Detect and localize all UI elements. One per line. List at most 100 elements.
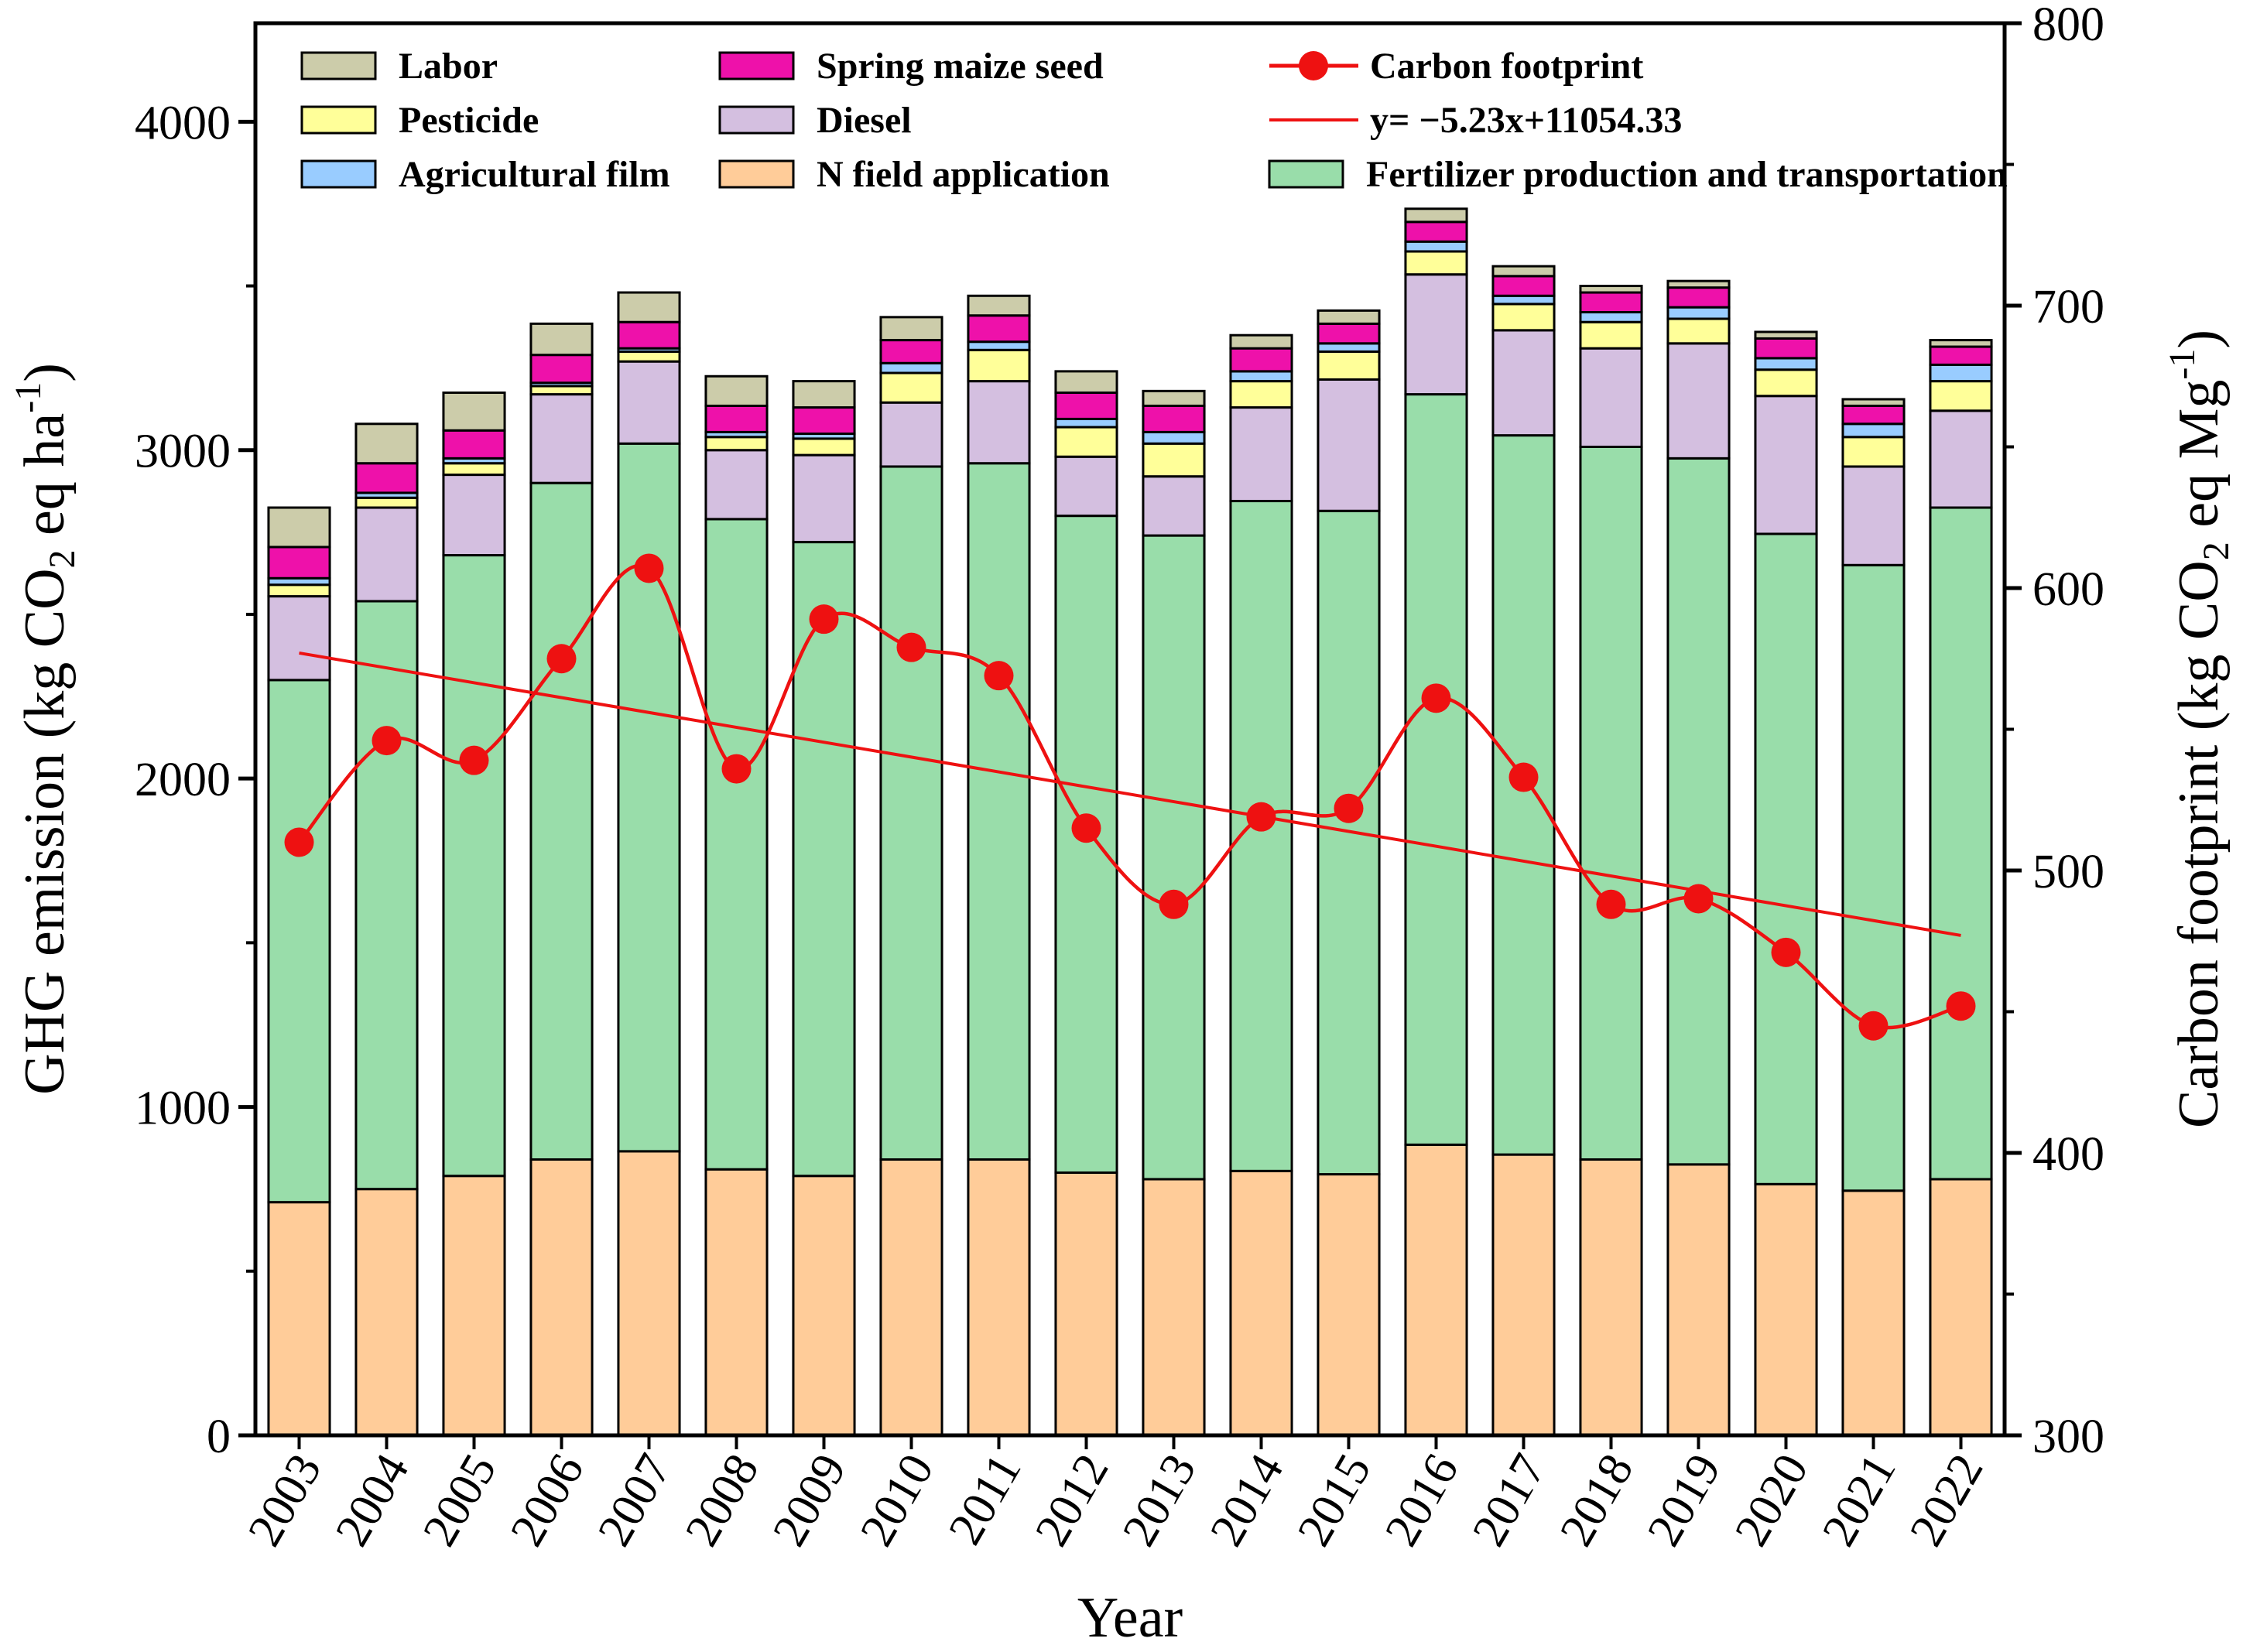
bar-diesel-2011	[967, 380, 1031, 465]
carbon-footprint-point-2008	[721, 754, 752, 784]
bar-diesel-2004	[354, 506, 419, 603]
x-axis-title: Year	[1077, 1586, 1183, 1650]
carbon-footprint-point-2003	[284, 827, 314, 857]
legend-swatch-agricultural-film	[300, 159, 377, 189]
x-tick-label-2007: 2007	[588, 1445, 682, 1555]
bar-agricultural-film-2018	[1579, 310, 1643, 323]
bar-n-field-application-2008	[704, 1168, 769, 1437]
y-axis-title-sub: 2	[42, 549, 83, 568]
bar-pesticide-2017	[1491, 303, 1556, 332]
bar-fertilizer-production-and-transportation-2012	[1054, 515, 1118, 1174]
x-tick-label-2006: 2006	[501, 1445, 594, 1555]
bar-n-field-application-2013	[1142, 1178, 1206, 1437]
bar-diesel-2016	[1404, 273, 1468, 396]
bar-agricultural-film-2022	[1929, 363, 1993, 383]
x-tick-label-2020: 2020	[1725, 1445, 1819, 1555]
bar-n-field-application-2006	[529, 1158, 594, 1437]
legend-swatch-diesel	[718, 105, 795, 135]
bar-diesel-2003	[267, 595, 331, 682]
bar-pesticide-2009	[792, 437, 856, 457]
legend-swatch-n-field-application	[718, 159, 795, 189]
bar-n-field-application-2009	[792, 1175, 856, 1437]
bar-diesel-2008	[704, 449, 769, 521]
legend-swatch-labor	[300, 51, 377, 80]
bar-spring-maize-seed-2015	[1317, 322, 1381, 345]
bar-spring-maize-seed-2014	[1229, 347, 1293, 373]
bar-pesticide-2018	[1579, 320, 1643, 350]
legend-label-diesel: Diesel	[817, 100, 912, 141]
bar-diesel-2014	[1229, 406, 1293, 503]
bar-agricultural-film-2021	[1841, 422, 1906, 439]
bar-n-field-application-2012	[1054, 1171, 1118, 1437]
legend-swatch-spring-maize-seed	[718, 51, 795, 80]
x-tick-label-2015: 2015	[1288, 1445, 1382, 1555]
bar-n-field-application-2003	[267, 1201, 331, 1437]
y-axis-title-suffix: )	[13, 363, 77, 382]
bar-pesticide-2005	[442, 462, 506, 477]
y-axis-title-prefix: GHG emission (kg CO	[13, 568, 77, 1094]
x-tick-label-2003: 2003	[238, 1445, 332, 1555]
bar-pesticide-2014	[1229, 380, 1293, 409]
carbon-footprint-point-2015	[1334, 793, 1364, 823]
bar-fertilizer-production-and-transportation-2015	[1317, 509, 1381, 1176]
y2-tick-label-300: 300	[2032, 1411, 2104, 1463]
x-tick-label-2016: 2016	[1375, 1445, 1469, 1555]
bar-diesel-2022	[1929, 409, 1993, 509]
bar-pesticide-2016	[1404, 250, 1468, 276]
bar-labor-2011	[967, 294, 1031, 317]
carbon-footprint-point-2007	[634, 553, 664, 583]
bar-agricultural-film-2016	[1404, 240, 1468, 253]
bar-n-field-application-2016	[1404, 1143, 1468, 1437]
legend-label-y-5-23x-11054-33: y= −5.23x+11054.33	[1370, 100, 1682, 141]
bar-spring-maize-seed-2021	[1841, 404, 1906, 426]
right-axis-ticks: 300 400 500 600 700 800	[2005, 0, 2104, 1463]
bar-agricultural-film-2019	[1666, 306, 1731, 320]
bar-diesel-2006	[529, 393, 594, 484]
bar-labor-2010	[879, 316, 943, 342]
bar-labor-2018	[1579, 285, 1643, 294]
left-axis-ticks: 0 1000 2000 3000 4000	[135, 97, 255, 1463]
bars-group	[267, 207, 1993, 1437]
x-axis-ticks: 2003200420052006200720082009201020112012…	[238, 1435, 1994, 1555]
bar-fertilizer-production-and-transportation-2003	[267, 679, 331, 1204]
carbon-footprint-group	[284, 553, 1976, 1041]
bar-labor-2017	[1491, 265, 1556, 278]
bar-spring-maize-seed-2006	[529, 354, 594, 385]
y-tick-label-0: 0	[207, 1411, 231, 1463]
bar-agricultural-film-2011	[967, 340, 1031, 351]
bar-spring-maize-seed-2004	[354, 462, 419, 494]
bar-pesticide-2003	[267, 583, 331, 598]
bar-n-field-application-2020	[1754, 1182, 1818, 1437]
bar-labor-2007	[617, 291, 681, 323]
bar-n-field-application-2019	[1666, 1163, 1731, 1437]
x-tick-label-2004: 2004	[326, 1445, 419, 1555]
bar-labor-2009	[792, 380, 856, 409]
y2-tick-label-400: 400	[2032, 1128, 2104, 1181]
bar-diesel-2012	[1054, 455, 1118, 518]
plot-frame	[253, 21, 2007, 1438]
bar-pesticide-2010	[879, 371, 943, 404]
bar-pesticide-2007	[617, 350, 681, 363]
bar-labor-2019	[1666, 279, 1731, 289]
bar-fertilizer-production-and-transportation-2005	[442, 554, 506, 1178]
bar-labor-2008	[704, 375, 769, 407]
y-axis-title-mid: eq ha	[13, 413, 77, 550]
bar-pesticide-2015	[1317, 350, 1381, 381]
bar-fertilizer-production-and-transportation-2019	[1666, 457, 1731, 1166]
carbon-footprint-point-2020	[1771, 937, 1801, 967]
bar-labor-2015	[1317, 309, 1381, 325]
legend-swatch-pesticide	[300, 105, 377, 135]
bar-n-field-application-2021	[1841, 1189, 1906, 1437]
y2-axis-title-suffix: )	[2167, 330, 2231, 349]
x-tick-label-2013: 2013	[1113, 1445, 1207, 1555]
bar-diesel-2015	[1317, 378, 1381, 512]
bar-n-field-application-2007	[617, 1150, 681, 1437]
carbon-footprint-point-2018	[1596, 889, 1626, 919]
bar-diesel-2010	[879, 401, 943, 468]
legend-label-fertilizer-production-and-transportation: Fertilizer production and transportation	[1366, 154, 2008, 195]
y-tick-label-4000: 4000	[135, 97, 231, 149]
bar-spring-maize-seed-2022	[1929, 345, 1993, 366]
bar-pesticide-2022	[1929, 380, 1993, 412]
y2-axis-title-prefix: Carbon footprint (kg CO	[2167, 560, 2231, 1128]
bar-fertilizer-production-and-transportation-2004	[354, 600, 419, 1191]
